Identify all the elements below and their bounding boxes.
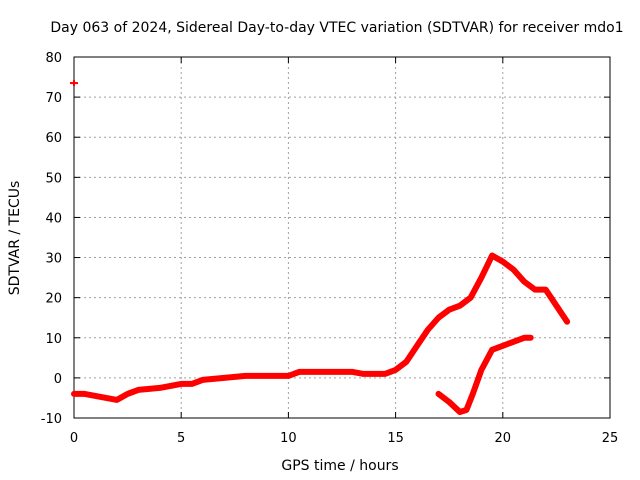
y-tick-label: 40: [45, 211, 62, 226]
y-tick-label: 0: [54, 372, 62, 387]
data-point-outlier: [70, 80, 78, 87]
series-lower-branch: [435, 334, 534, 415]
x-tick-label: 15: [387, 431, 404, 446]
x-tick-label: 10: [280, 431, 297, 446]
chart-title: Day 063 of 2024, Sidereal Day-to-day VTE…: [50, 20, 623, 36]
y-tick-label: 80: [45, 51, 62, 66]
y-tick-label: 10: [45, 332, 62, 347]
data-series: [70, 80, 571, 415]
ticks: 0 5 10 15 20 25 -10 0 10 20 30 40 50 60 70 80: [41, 51, 619, 446]
series-main: [71, 252, 571, 403]
y-tick-label: -10: [41, 412, 62, 427]
x-tick-label: 5: [177, 431, 185, 446]
y-tick-label: 50: [45, 171, 62, 186]
x-axis-label: GPS time / hours: [281, 458, 398, 474]
x-tick-label: 25: [602, 431, 619, 446]
y-axis-label: SDTVAR / TECUs: [7, 181, 23, 296]
y-tick-label: 60: [45, 131, 62, 146]
y-tick-label: 20: [45, 292, 62, 307]
y-tick-label: 70: [45, 91, 62, 106]
x-tick-label: 20: [495, 431, 512, 446]
x-tick-label: 0: [70, 431, 78, 446]
plot-frame: [73, 56, 611, 419]
grid: [74, 57, 610, 418]
y-tick-label: 30: [45, 252, 62, 267]
